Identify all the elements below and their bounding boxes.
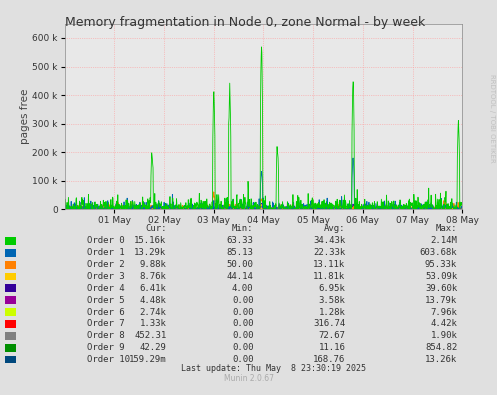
Text: 168.76: 168.76 <box>313 355 345 364</box>
Text: Order 6: Order 6 <box>87 308 125 316</box>
Text: 9.88k: 9.88k <box>140 260 166 269</box>
Text: Order 0: Order 0 <box>87 237 125 245</box>
Text: 603.68k: 603.68k <box>419 248 457 257</box>
Text: 13.11k: 13.11k <box>313 260 345 269</box>
Text: 13.29k: 13.29k <box>134 248 166 257</box>
Text: 15.16k: 15.16k <box>134 237 166 245</box>
Text: 39.60k: 39.60k <box>425 284 457 293</box>
Text: Max:: Max: <box>436 224 457 233</box>
Text: 1.33k: 1.33k <box>140 320 166 328</box>
Text: Avg:: Avg: <box>324 224 345 233</box>
Text: 0.00: 0.00 <box>232 320 253 328</box>
Text: 1.28k: 1.28k <box>319 308 345 316</box>
Text: Min:: Min: <box>232 224 253 233</box>
Text: Memory fragmentation in Node 0, zone Normal - by week: Memory fragmentation in Node 0, zone Nor… <box>65 16 425 29</box>
Text: 11.16: 11.16 <box>319 343 345 352</box>
Text: 316.74: 316.74 <box>313 320 345 328</box>
Text: 2.14M: 2.14M <box>430 237 457 245</box>
Text: 6.41k: 6.41k <box>140 284 166 293</box>
Text: 3.58k: 3.58k <box>319 296 345 305</box>
Text: 4.48k: 4.48k <box>140 296 166 305</box>
Text: 22.33k: 22.33k <box>313 248 345 257</box>
Text: 11.81k: 11.81k <box>313 272 345 281</box>
Text: 7.96k: 7.96k <box>430 308 457 316</box>
Text: Order 5: Order 5 <box>87 296 125 305</box>
Text: 854.82: 854.82 <box>425 343 457 352</box>
Text: Order 9: Order 9 <box>87 343 125 352</box>
Text: Last update: Thu May  8 23:30:19 2025: Last update: Thu May 8 23:30:19 2025 <box>181 364 366 373</box>
Text: Order 2: Order 2 <box>87 260 125 269</box>
Text: 0.00: 0.00 <box>232 343 253 352</box>
Text: 6.95k: 6.95k <box>319 284 345 293</box>
Text: 0.00: 0.00 <box>232 331 253 340</box>
Y-axis label: pages free: pages free <box>19 89 29 144</box>
Text: 72.67: 72.67 <box>319 331 345 340</box>
Text: 0.00: 0.00 <box>232 296 253 305</box>
Text: 13.26k: 13.26k <box>425 355 457 364</box>
Text: 34.43k: 34.43k <box>313 237 345 245</box>
Text: Cur:: Cur: <box>145 224 166 233</box>
Text: 452.31: 452.31 <box>134 331 166 340</box>
Text: Order 1: Order 1 <box>87 248 125 257</box>
Text: 4.00: 4.00 <box>232 284 253 293</box>
Text: Order 8: Order 8 <box>87 331 125 340</box>
Text: 2.74k: 2.74k <box>140 308 166 316</box>
Text: 8.76k: 8.76k <box>140 272 166 281</box>
Text: 0.00: 0.00 <box>232 308 253 316</box>
Text: Order 4: Order 4 <box>87 284 125 293</box>
Text: 53.09k: 53.09k <box>425 272 457 281</box>
Text: 13.79k: 13.79k <box>425 296 457 305</box>
Text: 63.33: 63.33 <box>227 237 253 245</box>
Text: Munin 2.0.67: Munin 2.0.67 <box>224 374 273 383</box>
Text: 4.42k: 4.42k <box>430 320 457 328</box>
Text: Order 7: Order 7 <box>87 320 125 328</box>
Text: 1.90k: 1.90k <box>430 331 457 340</box>
Text: RRDTOOL / TOBI OETIKER: RRDTOOL / TOBI OETIKER <box>489 74 495 163</box>
Text: Order 3: Order 3 <box>87 272 125 281</box>
Text: Order 10: Order 10 <box>87 355 130 364</box>
Text: 44.14: 44.14 <box>227 272 253 281</box>
Text: 95.33k: 95.33k <box>425 260 457 269</box>
Text: 42.29: 42.29 <box>140 343 166 352</box>
Text: 159.29m: 159.29m <box>129 355 166 364</box>
Text: 50.00: 50.00 <box>227 260 253 269</box>
Text: 85.13: 85.13 <box>227 248 253 257</box>
Text: 0.00: 0.00 <box>232 355 253 364</box>
